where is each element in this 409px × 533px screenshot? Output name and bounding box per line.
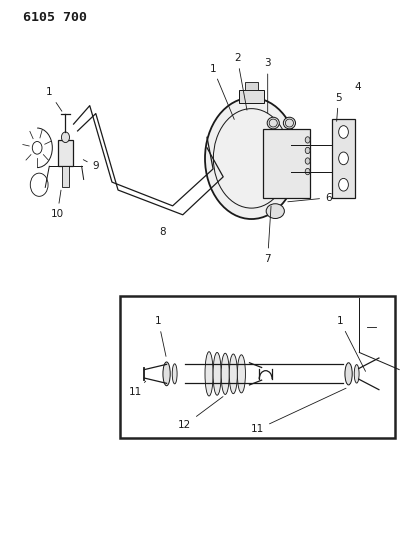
Text: 10: 10 [51, 190, 64, 219]
Bar [332, 119, 354, 198]
Bar [120, 295, 394, 438]
Text: 2: 2 [234, 53, 246, 110]
Bar [245, 82, 257, 90]
Text: 9: 9 [83, 160, 99, 171]
Ellipse shape [265, 204, 284, 219]
Ellipse shape [237, 355, 245, 393]
Ellipse shape [172, 364, 177, 384]
Text: 6105 700: 6105 700 [23, 11, 87, 24]
Text: 1: 1 [336, 316, 365, 372]
Bar [58, 140, 72, 166]
Circle shape [304, 147, 309, 154]
Ellipse shape [283, 117, 295, 129]
Text: 11: 11 [128, 381, 145, 397]
Circle shape [61, 132, 70, 142]
Circle shape [338, 179, 348, 191]
Text: 4: 4 [354, 82, 360, 92]
Text: 12: 12 [178, 397, 222, 430]
Text: 3: 3 [264, 59, 270, 113]
Text: 6: 6 [287, 193, 331, 203]
Ellipse shape [220, 353, 229, 394]
Text: 11: 11 [250, 388, 345, 434]
Ellipse shape [267, 117, 279, 129]
Ellipse shape [213, 352, 220, 395]
Text: 5: 5 [334, 93, 341, 122]
Ellipse shape [229, 354, 237, 394]
Text: 1: 1 [46, 87, 62, 111]
Ellipse shape [344, 363, 351, 385]
Text: 7: 7 [264, 206, 270, 264]
Circle shape [304, 168, 309, 175]
Ellipse shape [353, 365, 358, 383]
Ellipse shape [204, 352, 213, 396]
Circle shape [338, 152, 348, 165]
Circle shape [338, 126, 348, 139]
Circle shape [204, 98, 297, 219]
Text: 8: 8 [159, 227, 166, 237]
Text: 1: 1 [209, 64, 234, 119]
Circle shape [304, 158, 309, 164]
Circle shape [304, 137, 309, 143]
Bar [62, 166, 69, 188]
Ellipse shape [162, 362, 170, 386]
Bar [263, 130, 309, 198]
Text: 1: 1 [155, 316, 166, 357]
Bar [239, 90, 263, 103]
